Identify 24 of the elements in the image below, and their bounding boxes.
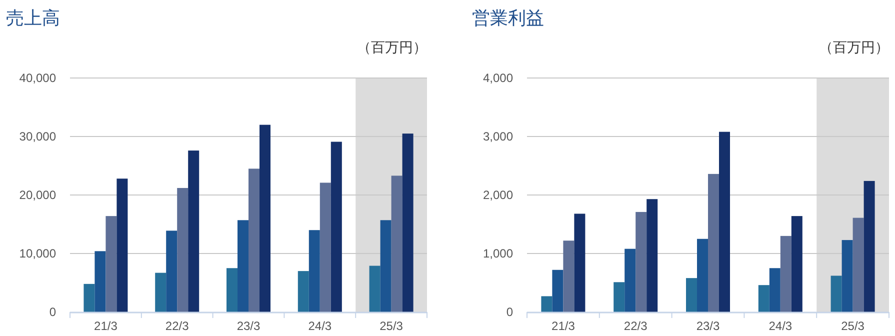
xtick: 22/3	[165, 319, 189, 333]
ytick: 20,000	[19, 188, 56, 202]
title: 売上高	[6, 8, 60, 28]
xtick: 22/3	[624, 319, 648, 333]
ytick: 0	[506, 305, 513, 319]
xtick: 21/3	[552, 319, 575, 333]
ytick: 2,000	[482, 188, 513, 202]
xtick: 25/3	[380, 319, 403, 333]
ytick: 10,000	[19, 246, 56, 260]
title: 営業利益	[472, 8, 544, 28]
ytick: 4,000	[482, 71, 513, 85]
ytick: 40,000	[19, 71, 56, 85]
xtick: 21/3	[94, 319, 118, 333]
annotation: （百万円）	[357, 39, 427, 55]
ytick: 1,000	[482, 246, 513, 260]
xtick: 24/3	[308, 319, 332, 333]
xtick: 25/3	[841, 319, 864, 333]
xtick: 23/3	[236, 319, 260, 333]
xtick: 23/3	[696, 319, 720, 333]
xtick: 24/3	[768, 319, 792, 333]
annotation: （百万円）	[819, 39, 889, 55]
ytick: 3,000	[482, 130, 513, 144]
ytick: 0	[49, 305, 56, 319]
ytick: 30,000	[19, 130, 56, 144]
